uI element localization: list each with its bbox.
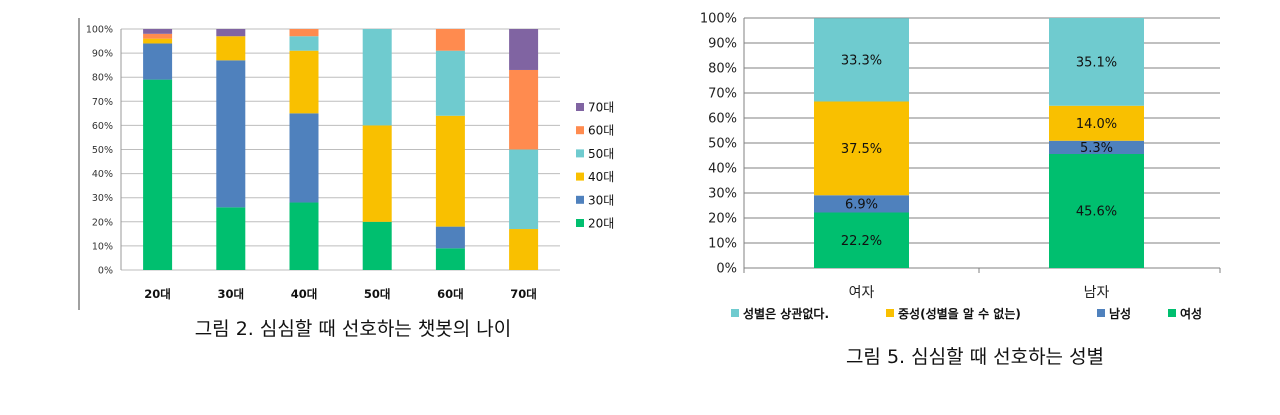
chart2-legend-swatch <box>731 309 739 317</box>
age-preference-chart: 0% 10% 20% 30% 40% 50% 60% 70% 80% 90% 100% 20대 30대 4… <box>78 18 614 310</box>
chart1-legend-label: 30대 <box>588 193 614 207</box>
chart2-bar-segment <box>1049 140 1144 154</box>
chart1-bar-segment <box>289 202 319 270</box>
chart1-y-tick-label: 80% <box>92 73 113 84</box>
chart1-legend-swatch <box>576 219 584 227</box>
chart1-legend-label: 20대 <box>588 217 614 231</box>
chart2-y-tick-label: 20% <box>708 212 737 227</box>
chart2-bar-segment <box>814 212 909 268</box>
chart1-bar-segment <box>509 29 539 70</box>
chart1-y-tick-label: 0% <box>98 266 113 277</box>
chart2-bar-segment <box>1049 154 1144 268</box>
chart2-caption: 그림 5. 심심할 때 선호하는 성별 <box>845 346 1105 368</box>
chart1-bar-segment <box>362 29 392 126</box>
chart2-legend-label: 성별은 상관없다. <box>743 306 829 321</box>
chart1-bar-segment <box>216 29 246 37</box>
chart2-y-tick-label: 70% <box>708 87 737 102</box>
chart1-bar-segment <box>435 226 465 249</box>
chart1-bar-segment <box>435 29 465 51</box>
chart2-bar-segment <box>1049 105 1144 141</box>
chart2-data-label: 35.1% <box>1076 55 1117 70</box>
chart2-legend-label: 여성 <box>1180 306 1202 321</box>
chart1-y-tick-label: 70% <box>92 97 113 108</box>
chart1-x-tick-label: 20대 <box>144 287 171 301</box>
chart2-y-tick-label: 80% <box>708 62 737 77</box>
chart1-y-tick-label: 50% <box>92 145 113 156</box>
chart1-caption: 그림 2. 심심할 때 선호하는 챗봇의 나이 <box>194 318 512 340</box>
chart1-y-tick-label: 30% <box>92 193 113 204</box>
chart1-x-tick-label: 60대 <box>437 287 464 301</box>
chart2-data-label: 5.3% <box>1080 141 1113 156</box>
chart1-bar-segment <box>435 248 465 270</box>
chart1-legend-swatch <box>576 149 584 158</box>
chart1-x-tick-label: 70대 <box>510 287 537 301</box>
chart1-bar-segment <box>289 50 319 114</box>
chart1-bar-segment <box>509 149 539 230</box>
chart2-y-tick-label: 10% <box>708 237 737 252</box>
chart1-bar-segment <box>143 79 173 270</box>
chart1-legend-label: 50대 <box>588 147 614 161</box>
chart1-bar-segment <box>289 113 319 203</box>
chart1-bar-segment <box>143 29 173 34</box>
chart1-legend-label: 70대 <box>588 101 614 115</box>
chart1-bar-segment <box>216 36 246 61</box>
chart2-y-tick-label: 40% <box>708 162 737 177</box>
chart2-legend-swatch <box>1097 309 1105 317</box>
chart1-bar-segment <box>509 229 539 270</box>
chart1-bar-segment <box>143 33 173 39</box>
chart1-x-tick-label: 40대 <box>291 287 318 301</box>
chart2-data-label: 45.6% <box>1076 205 1117 220</box>
chart1-x-tick-label: 30대 <box>218 287 245 301</box>
chart2-y-tick-label: 50% <box>708 137 737 152</box>
chart2-legend-label: 남성 <box>1109 306 1131 321</box>
chart2-data-label: 33.3% <box>841 53 882 68</box>
chart1-y-tick-label: 100% <box>86 25 113 36</box>
chart1-bar-segment <box>362 125 392 222</box>
chart1-y-tick-label: 20% <box>92 217 113 228</box>
chart1-legend-swatch <box>576 195 584 204</box>
chart2-x-tick-label: 여자 <box>849 285 875 301</box>
chart1-bar-segment <box>216 207 246 270</box>
chart2-y-tick-label: 100% <box>700 12 737 27</box>
chart1-bar-segment <box>435 115 465 227</box>
chart1-x-tick-label: 50대 <box>364 287 391 301</box>
chart2-y-tick-label: 30% <box>708 187 737 202</box>
chart1-y-tick-label: 60% <box>92 121 113 132</box>
chart1-bar-segment <box>362 221 392 270</box>
chart1-legend-swatch <box>576 103 584 111</box>
chart2-legend-swatch <box>1168 309 1176 317</box>
chart2-data-label: 6.9% <box>845 197 878 212</box>
chart2-y-tick-label: 90% <box>708 37 737 52</box>
chart2-data-label: 22.2% <box>841 234 882 249</box>
chart2-data-label: 14.0% <box>1076 117 1117 132</box>
chart2-bar-segment <box>814 101 909 196</box>
chart1-bar-segment <box>509 69 539 150</box>
chart1-legend-label: 40대 <box>588 170 614 184</box>
chart2-y-tick-label: 60% <box>708 112 737 127</box>
chart2-bar-segment <box>814 195 909 213</box>
chart1-legend-label: 60대 <box>588 124 614 138</box>
chart1-bar-segment <box>289 29 319 37</box>
chart2-bar-segment <box>1049 18 1144 106</box>
chart1-bar-segment <box>435 50 465 116</box>
chart2-x-tick-label: 남자 <box>1084 285 1110 301</box>
chart2-data-label: 37.5% <box>841 142 882 157</box>
chart1-bar-segment <box>143 43 173 80</box>
chart1-y-tick-label: 40% <box>92 169 113 180</box>
chart1-legend-swatch <box>576 172 584 181</box>
chart2-y-tick-label: 0% <box>716 262 737 277</box>
gender-preference-chart: 0% 10% 20% 30% 40% 50% 60% 70% 80% 90% 100% 22.2% 6.… <box>700 12 1221 321</box>
chart1-bar-segment <box>216 60 246 208</box>
chart1-y-tick-label: 10% <box>92 241 113 252</box>
chart2-legend-swatch <box>886 309 894 317</box>
chart1-bar-segment <box>143 38 173 44</box>
chart2-bar-segment <box>814 18 909 102</box>
chart1-bar-segment <box>289 36 319 51</box>
chart1-y-tick-label: 90% <box>92 49 113 60</box>
chart1-legend-swatch <box>576 126 584 135</box>
chart2-legend-label: 중성(성별을 알 수 없는) <box>898 306 1021 321</box>
